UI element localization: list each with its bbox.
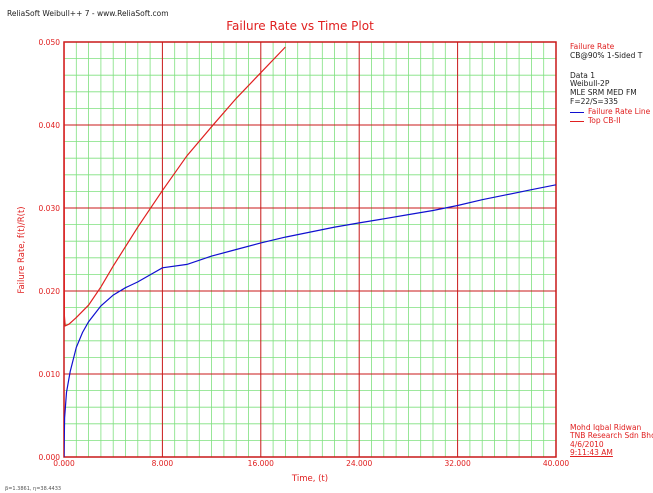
legend-swatch-red — [570, 120, 584, 122]
sidebar-counts: F=22/S=335 — [570, 97, 619, 106]
y-axis-label: Failure Rate, f(t)/R(t) — [17, 206, 27, 294]
y-tick-label: 0.000 — [39, 453, 61, 462]
top-cb-ii-series — [64, 42, 286, 327]
x-tick-label: 0.000 — [53, 459, 75, 468]
sidebar-confidence: CB@90% 1-Sided T — [570, 51, 643, 60]
chart-title: Failure Rate vs Time Plot — [226, 19, 374, 33]
company-name: TNB Research Sdn Bhd — [570, 431, 653, 440]
y-tick-label: 0.020 — [39, 287, 61, 296]
x-tick-label: 32.000 — [444, 459, 470, 468]
legend-label-top-cb: Top CB-II — [588, 116, 621, 125]
x-tick-label: 24.000 — [346, 459, 372, 468]
y-tick-label: 0.040 — [39, 121, 61, 130]
legend-top-cb: Top CB-II — [570, 116, 621, 125]
sidebar-method: MLE SRM MED FM — [570, 88, 637, 97]
y-tick-label: 0.050 — [39, 38, 61, 47]
failure-rate-line-series — [64, 184, 556, 457]
x-tick-label: 16.000 — [248, 459, 274, 468]
legend-failure-rate-line: Failure Rate Line — [570, 107, 650, 116]
x-tick-label: 40.000 — [543, 459, 569, 468]
x-axis-label: Time, (t) — [291, 474, 329, 484]
sidebar-data-name: Data 1 — [570, 71, 596, 80]
y-tick-label: 0.030 — [39, 204, 61, 213]
x-tick-label: 8.000 — [152, 459, 174, 468]
plot-date: 4/6/2010 — [570, 440, 604, 449]
plot-time: 9:11:43 AM — [570, 448, 613, 457]
app-title: ReliaSoft Weibull++ 7 - www.ReliaSoft.co… — [7, 9, 169, 18]
user-name: Mohd Iqbal Ridwan — [570, 423, 642, 432]
sidebar-distribution: Weibull-2P — [570, 79, 610, 88]
legend-label-failure-rate: Failure Rate Line — [588, 107, 651, 116]
sidebar-plot-type: Failure Rate — [570, 42, 615, 51]
legend-swatch-blue — [570, 111, 584, 113]
y-tick-label: 0.010 — [39, 370, 61, 379]
footer-parameters: β=1.3861, η=38.4433 — [5, 486, 62, 492]
